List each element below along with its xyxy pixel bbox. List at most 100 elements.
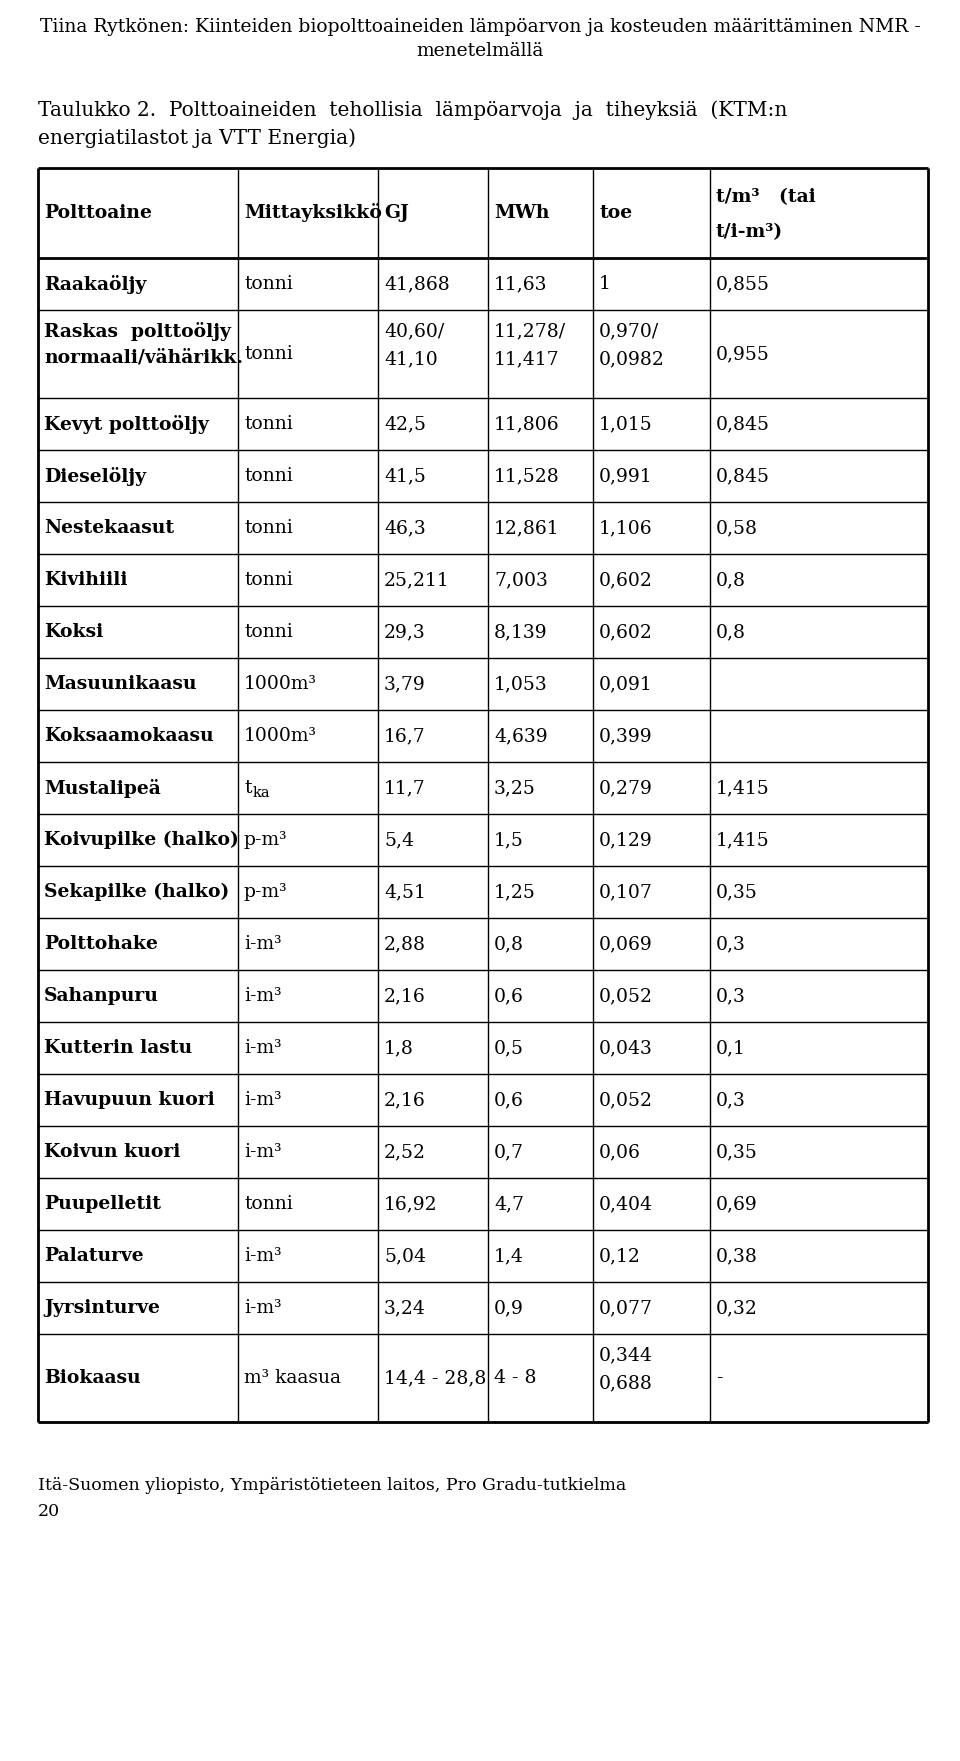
Text: 0,35: 0,35	[716, 1143, 757, 1160]
Text: Tiina Rytkönen: Kiinteiden biopolttoaineiden lämpöarvon ja kosteuden määrittämin: Tiina Rytkönen: Kiinteiden biopolttoaine…	[39, 18, 921, 35]
Text: tonni: tonni	[244, 623, 293, 641]
Text: 12,861: 12,861	[494, 519, 560, 537]
Text: tonni: tonni	[244, 345, 293, 363]
Text: Havupuun kuori: Havupuun kuori	[44, 1092, 215, 1109]
Text: Dieselöljy: Dieselöljy	[44, 467, 146, 486]
Text: 0,602: 0,602	[599, 623, 653, 641]
Text: Kivihiili: Kivihiili	[44, 571, 128, 588]
Text: Kutterin lastu: Kutterin lastu	[44, 1039, 192, 1057]
Text: p-m³: p-m³	[244, 882, 288, 902]
Text: 20: 20	[38, 1502, 60, 1520]
Text: 0,8: 0,8	[716, 571, 746, 588]
Text: 4,639: 4,639	[494, 727, 547, 745]
Text: 0,602: 0,602	[599, 571, 653, 588]
Text: tonni: tonni	[244, 519, 293, 537]
Text: 0,279: 0,279	[599, 778, 653, 798]
Text: Masuunikaasu: Masuunikaasu	[44, 674, 197, 694]
Text: 0,3: 0,3	[716, 1092, 746, 1109]
Text: 1,415: 1,415	[716, 831, 770, 849]
Text: 1,25: 1,25	[494, 882, 536, 902]
Text: 0,69: 0,69	[716, 1196, 757, 1213]
Text: 0,845: 0,845	[716, 467, 770, 484]
Text: tonni: tonni	[244, 571, 293, 588]
Text: Nestekaasut: Nestekaasut	[44, 519, 174, 537]
Text: 8,139: 8,139	[494, 623, 547, 641]
Text: 1,8: 1,8	[384, 1039, 414, 1057]
Text: 2,16: 2,16	[384, 986, 425, 1006]
Text: 0,32: 0,32	[716, 1300, 757, 1317]
Text: 41,5: 41,5	[384, 467, 426, 484]
Text: 40,60/: 40,60/	[384, 322, 444, 340]
Text: m³ kaasua: m³ kaasua	[244, 1368, 341, 1388]
Text: i-m³: i-m³	[244, 1092, 281, 1109]
Text: tonni: tonni	[244, 416, 293, 433]
Text: 3,79: 3,79	[384, 674, 425, 694]
Text: 42,5: 42,5	[384, 416, 426, 433]
Text: 0,129: 0,129	[599, 831, 653, 849]
Text: Polttohake: Polttohake	[44, 935, 157, 953]
Text: 0,5: 0,5	[494, 1039, 524, 1057]
Text: 0,3: 0,3	[716, 986, 746, 1006]
Text: 0,399: 0,399	[599, 727, 653, 745]
Text: p-m³: p-m³	[244, 831, 288, 849]
Text: 0,107: 0,107	[599, 882, 653, 902]
Text: t/m³   (tai: t/m³ (tai	[716, 188, 816, 206]
Text: 0,7: 0,7	[494, 1143, 524, 1160]
Text: 0,06: 0,06	[599, 1143, 641, 1160]
Text: tonni: tonni	[244, 275, 293, 292]
Text: 0,0982: 0,0982	[599, 350, 665, 368]
Text: i-m³: i-m³	[244, 1143, 281, 1160]
Text: 0,091: 0,091	[599, 674, 653, 694]
Text: 4 - 8: 4 - 8	[494, 1368, 537, 1388]
Text: 5,4: 5,4	[384, 831, 414, 849]
Text: tonni: tonni	[244, 467, 293, 484]
Text: Sekapilke (halko): Sekapilke (halko)	[44, 882, 229, 902]
Text: Raakaöljy: Raakaöljy	[44, 275, 146, 294]
Text: i-m³: i-m³	[244, 1300, 281, 1317]
Text: i-m³: i-m³	[244, 986, 281, 1006]
Text: ka: ka	[253, 785, 271, 799]
Text: 4,7: 4,7	[494, 1196, 524, 1213]
Text: Palaturve: Palaturve	[44, 1247, 144, 1264]
Text: 0,6: 0,6	[494, 1092, 524, 1109]
Text: i-m³: i-m³	[244, 935, 281, 953]
Text: Kevyt polttoöljy: Kevyt polttoöljy	[44, 414, 209, 433]
Text: 0,043: 0,043	[599, 1039, 653, 1057]
Text: 1: 1	[599, 275, 611, 292]
Text: 0,35: 0,35	[716, 882, 757, 902]
Text: 0,069: 0,069	[599, 935, 653, 953]
Text: MWh: MWh	[494, 204, 549, 222]
Text: 0,845: 0,845	[716, 416, 770, 433]
Text: 41,10: 41,10	[384, 350, 438, 368]
Text: 11,278/: 11,278/	[494, 322, 566, 340]
Text: tonni: tonni	[244, 1196, 293, 1213]
Text: 1000m³: 1000m³	[244, 727, 317, 745]
Text: 3,24: 3,24	[384, 1300, 426, 1317]
Text: 11,7: 11,7	[384, 778, 425, 798]
Text: 41,868: 41,868	[384, 275, 449, 292]
Text: Mustalipeä: Mustalipeä	[44, 778, 160, 798]
Text: 29,3: 29,3	[384, 623, 425, 641]
Text: 1,415: 1,415	[716, 778, 770, 798]
Text: t/i-m³): t/i-m³)	[716, 224, 783, 241]
Text: Koivun kuori: Koivun kuori	[44, 1143, 180, 1160]
Text: t: t	[244, 778, 252, 798]
Text: 0,8: 0,8	[494, 935, 524, 953]
Text: 16,92: 16,92	[384, 1196, 438, 1213]
Text: 0,991: 0,991	[599, 467, 653, 484]
Text: Jyrsinturve: Jyrsinturve	[44, 1300, 160, 1317]
Text: 1,4: 1,4	[494, 1247, 524, 1264]
Text: 0,38: 0,38	[716, 1247, 757, 1264]
Text: 1,5: 1,5	[494, 831, 524, 849]
Text: 0,6: 0,6	[494, 986, 524, 1006]
Text: 0,077: 0,077	[599, 1300, 653, 1317]
Text: 11,417: 11,417	[494, 350, 560, 368]
Text: 1,015: 1,015	[599, 416, 653, 433]
Text: 0,8: 0,8	[716, 623, 746, 641]
Text: 1,053: 1,053	[494, 674, 548, 694]
Text: 0,3: 0,3	[716, 935, 746, 953]
Text: 11,528: 11,528	[494, 467, 560, 484]
Text: 7,003: 7,003	[494, 571, 548, 588]
Text: menetelmällä: menetelmällä	[417, 42, 543, 60]
Text: 0,404: 0,404	[599, 1196, 653, 1213]
